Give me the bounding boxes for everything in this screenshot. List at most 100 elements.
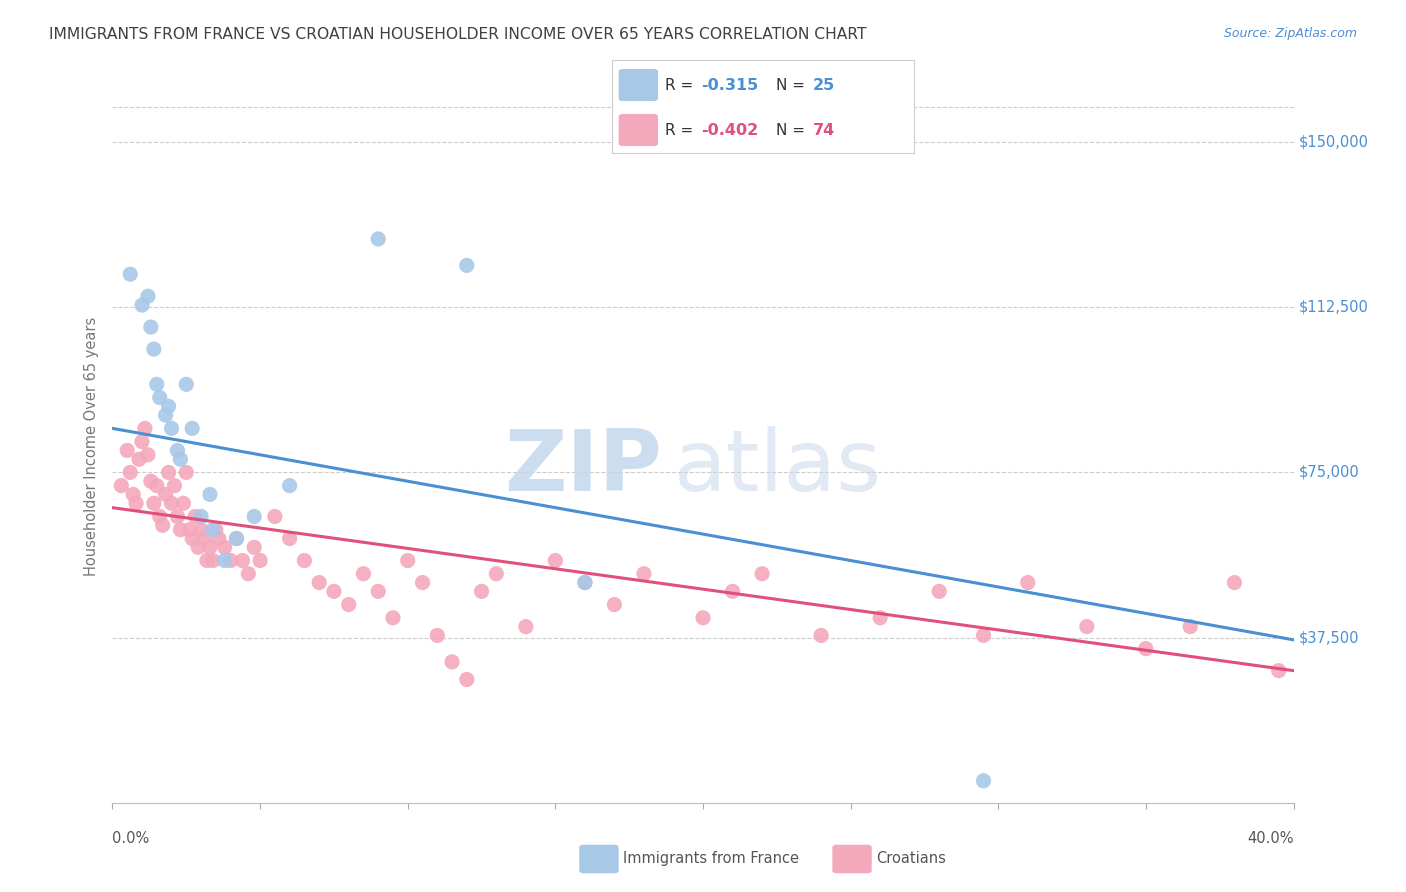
Text: R =: R = <box>665 122 699 137</box>
Point <box>134 421 156 435</box>
Text: $37,500: $37,500 <box>1299 630 1360 645</box>
Point <box>214 541 236 555</box>
Point <box>238 566 260 581</box>
Point <box>243 509 266 524</box>
Point <box>149 391 172 405</box>
Point <box>149 509 172 524</box>
Point <box>181 421 204 435</box>
Point <box>163 478 186 492</box>
Text: -0.315: -0.315 <box>702 78 759 93</box>
Point <box>292 553 315 567</box>
Point <box>155 487 177 501</box>
Text: $75,000: $75,000 <box>1299 465 1360 480</box>
Point <box>323 584 346 599</box>
Point <box>195 553 218 567</box>
Text: 40.0%: 40.0% <box>1247 831 1294 847</box>
Point <box>187 541 209 555</box>
Point <box>110 478 132 492</box>
Point <box>470 584 494 599</box>
Point <box>190 509 212 524</box>
Point <box>157 466 180 480</box>
Point <box>515 619 537 633</box>
Point <box>125 496 148 510</box>
Point <box>122 487 145 501</box>
Point <box>160 496 183 510</box>
Text: $150,000: $150,000 <box>1299 135 1369 150</box>
Point <box>633 566 655 581</box>
Point <box>264 509 287 524</box>
Point <box>198 487 221 501</box>
Point <box>751 566 773 581</box>
Point <box>973 628 995 642</box>
Point <box>225 532 247 546</box>
Point <box>367 584 389 599</box>
Point <box>1178 619 1201 633</box>
Point <box>928 584 950 599</box>
Text: N =: N = <box>776 78 810 93</box>
Point <box>243 541 266 555</box>
Text: ZIP: ZIP <box>503 425 662 509</box>
Point <box>131 298 153 312</box>
Point <box>142 342 165 356</box>
Point <box>139 320 162 334</box>
Point <box>166 509 188 524</box>
Point <box>136 289 159 303</box>
Point <box>352 566 374 581</box>
Point <box>456 673 478 687</box>
Point <box>574 575 596 590</box>
Point <box>174 377 197 392</box>
Point <box>1017 575 1039 590</box>
Point <box>169 523 191 537</box>
Point <box>721 584 744 599</box>
Text: 0.0%: 0.0% <box>112 831 149 847</box>
Point <box>225 532 247 546</box>
Point <box>603 598 626 612</box>
Point <box>1223 575 1246 590</box>
Point <box>278 532 301 546</box>
Text: 25: 25 <box>813 78 835 93</box>
Point <box>1268 664 1291 678</box>
Point <box>1076 619 1098 633</box>
Point <box>278 478 301 492</box>
Point <box>382 611 405 625</box>
Point <box>411 575 433 590</box>
Point <box>157 400 180 414</box>
Point <box>201 553 224 567</box>
Point <box>179 523 201 537</box>
Point <box>337 598 360 612</box>
Point <box>308 575 330 590</box>
Point <box>441 655 464 669</box>
Point <box>120 267 142 281</box>
Point <box>139 475 162 489</box>
Point <box>231 553 253 567</box>
Text: Croatians: Croatians <box>876 852 946 866</box>
Text: Immigrants from France: Immigrants from France <box>623 852 799 866</box>
Point <box>456 259 478 273</box>
Point <box>190 523 212 537</box>
Text: Source: ZipAtlas.com: Source: ZipAtlas.com <box>1223 27 1357 40</box>
Point <box>193 532 215 546</box>
Text: IMMIGRANTS FROM FRANCE VS CROATIAN HOUSEHOLDER INCOME OVER 65 YEARS CORRELATION : IMMIGRANTS FROM FRANCE VS CROATIAN HOUSE… <box>49 27 866 42</box>
Point <box>426 628 449 642</box>
Text: R =: R = <box>665 78 699 93</box>
Point <box>367 232 389 246</box>
Point <box>396 553 419 567</box>
Point <box>172 496 194 510</box>
Point <box>1135 641 1157 656</box>
Point <box>166 443 188 458</box>
Point <box>201 523 224 537</box>
Point <box>214 553 236 567</box>
Point <box>205 523 228 537</box>
Point <box>208 532 231 546</box>
Point <box>810 628 832 642</box>
Point <box>973 773 995 788</box>
Point <box>117 443 138 458</box>
Point <box>574 575 596 590</box>
Point <box>169 452 191 467</box>
Point <box>146 377 169 392</box>
Point <box>869 611 891 625</box>
Text: -0.402: -0.402 <box>702 122 759 137</box>
Point <box>131 434 153 449</box>
Point <box>181 532 204 546</box>
Point <box>120 466 142 480</box>
